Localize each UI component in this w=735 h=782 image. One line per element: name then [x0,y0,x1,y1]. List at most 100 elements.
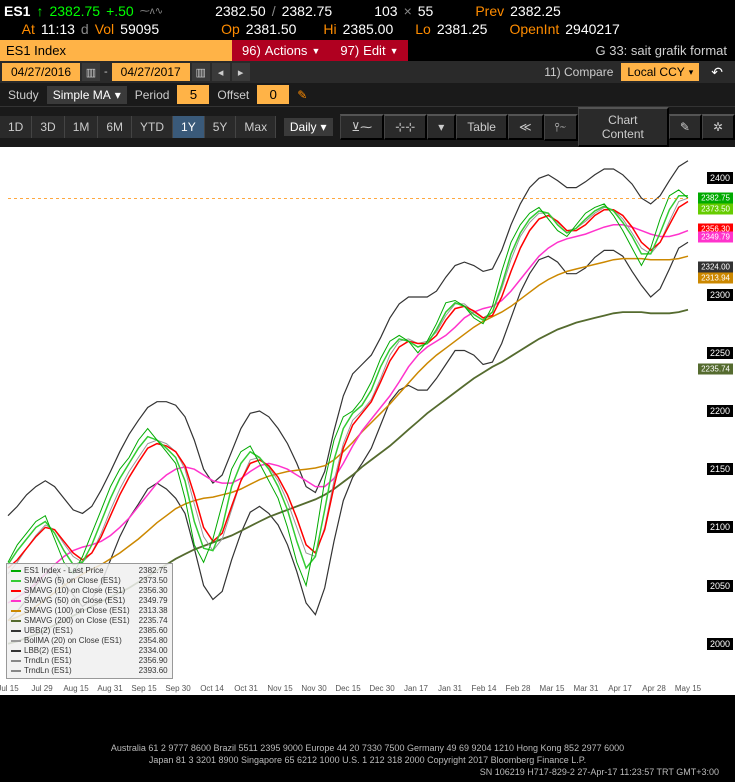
period-label: Period [131,88,174,102]
arrow-up-icon: ↑ [36,3,43,19]
command-strip: 96) Actions ▼ 97) Edit ▼ G 33: sait graf… [0,40,735,61]
x-tick: Oct 31 [234,684,258,693]
x-tick: Feb 14 [472,684,497,693]
range-3d[interactable]: 3D [32,116,64,138]
calendar-icon[interactable]: ▥ [192,63,210,81]
collapse-icon[interactable]: ≪ [508,114,544,140]
y-tick: 2300 [707,289,733,301]
y-tick: 2100 [707,521,733,533]
pencil-icon[interactable]: ✎ [293,88,311,102]
gear-icon[interactable]: ✲ [702,114,735,140]
legend-item: ES1 Index - Last Price2382.75 [11,566,168,576]
range-bar: 1D3D1M6MYTD1Y5YMax Daily ▾ ⊻⁓ ⊹⊹ ▾ Table… [0,106,735,147]
range-6m[interactable]: 6M [98,116,132,138]
date-to[interactable] [112,63,190,81]
legend-item: UBB(2) (ES1)2385.60 [11,626,168,636]
actions-menu[interactable]: 96) Actions ▼ [232,40,330,61]
op-value: 2381.50 [246,21,297,37]
x-tick: Mar 31 [574,684,599,693]
legend-item: SMAVG (10) on Close (ES1)2356.30 [11,586,168,596]
quote-header: ES1 ↑2382.75 +.50 ⁓ʌ∿ 2382.50 / 2382.75 … [0,0,735,40]
x-tick: Aug 15 [63,684,88,693]
crosshair-icon[interactable]: ⊹⊹ [384,114,427,140]
x-tick: Dec 15 [335,684,360,693]
price-flag: 2235.74 [698,364,733,375]
range-1d[interactable]: 1D [0,116,32,138]
prev-value: 2382.25 [510,3,561,19]
at-time: 11:13 [41,21,75,37]
price-flag: 2373.50 [698,204,733,215]
undo-icon[interactable]: ↶ [701,64,733,81]
size1: 103 [374,3,397,19]
x-tick: Apr 28 [642,684,666,693]
vol-label: Vol [95,21,114,37]
oi-value: 2940217 [565,21,620,37]
y-tick: 2000 [707,638,733,650]
legend-item: SMAVG (50) on Close (ES1)2349.79 [11,596,168,606]
at-label: At [22,21,35,37]
x-tick: Mar 15 [540,684,565,693]
edit-icon[interactable]: ✎ [669,114,702,140]
offset-input[interactable] [257,85,289,104]
caret-down-icon: ▾ [689,67,694,78]
ticker-input[interactable] [0,40,232,61]
x-tick: Jul 29 [31,684,52,693]
table-button[interactable]: Table [456,114,508,140]
x-tick: Nov 15 [267,684,292,693]
legend-item: SMAVG (5) on Close (ES1)2373.50 [11,576,168,586]
range-ytd[interactable]: YTD [132,116,173,138]
indicator-icon[interactable]: ⫯⁓ [544,114,578,141]
x-tick: Dec 30 [369,684,394,693]
footer-text: Australia 61 2 9777 8600 Brazil 5511 239… [0,738,735,782]
edit-menu[interactable]: 97) Edit ▼ [330,40,408,61]
study-label: Study [4,88,43,102]
range-1y[interactable]: 1Y [173,116,205,138]
y-tick: 2150 [707,463,733,475]
last-price: 2382.75 [49,3,100,19]
x-tick: Oct 14 [200,684,224,693]
price-chart[interactable]: 2000205021002150220022502300235024002382… [0,147,735,695]
lo-value: 2381.25 [437,21,488,37]
price-flag: 2382.75 [698,193,733,204]
legend-item: TrndLn (ES1)2356.90 [11,656,168,666]
price-change: +.50 [106,3,134,19]
legend-item: SMAVG (200) on Close (ES1)2235.74 [11,616,168,626]
layout-name: G 33: sait grafik format [588,40,735,61]
caret-down-icon: ▾ [321,120,327,134]
x-tick: Sep 15 [131,684,156,693]
ticker-symbol: ES1 [4,3,30,19]
x-tick: May 15 [675,684,701,693]
offset-label: Offset [213,88,253,102]
x-tick: Jan 31 [438,684,462,693]
price-flag: 2349.79 [698,231,733,242]
date-from[interactable] [2,63,80,81]
nav-next-icon[interactable]: ▸ [232,63,250,81]
currency-dropdown[interactable]: Local CCY ▾ [621,63,699,81]
oi-label: OpenInt [509,21,559,37]
x-tick: Aug 31 [97,684,122,693]
study-dropdown[interactable]: Simple MA ▾ [47,86,127,104]
range-1m[interactable]: 1M [65,116,99,138]
caret-down-icon[interactable]: ▾ [427,114,456,140]
range-5y[interactable]: 5Y [205,116,237,138]
chart-content-button[interactable]: Chart Content [578,107,669,147]
caret-down-icon: ▾ [115,88,121,102]
legend-item: TrndLn (ES1)2393.60 [11,666,168,676]
x-tick: Apr 17 [608,684,632,693]
period-input[interactable] [177,85,209,104]
x-tick: Feb 28 [506,684,531,693]
date-range-bar: ▥ - ▥ ◂ ▸ 11) Compare Local CCY ▾ ↶ [0,61,735,83]
frequency-dropdown[interactable]: Daily ▾ [284,118,333,136]
range-max[interactable]: Max [236,116,276,138]
caret-down-icon: ▼ [311,46,320,56]
op-label: Op [221,21,240,37]
nav-prev-icon[interactable]: ◂ [212,63,230,81]
calendar-icon[interactable]: ▥ [82,63,100,81]
y-tick: 2200 [707,405,733,417]
x-tick: Jan 17 [404,684,428,693]
legend-item: LBB(2) (ES1)2334.00 [11,646,168,656]
x-tick: Sep 30 [165,684,190,693]
chart-type-icon[interactable]: ⊻⁓ [340,114,384,140]
hi-label: Hi [323,21,336,37]
compare-label: 11) Compare [538,65,619,79]
